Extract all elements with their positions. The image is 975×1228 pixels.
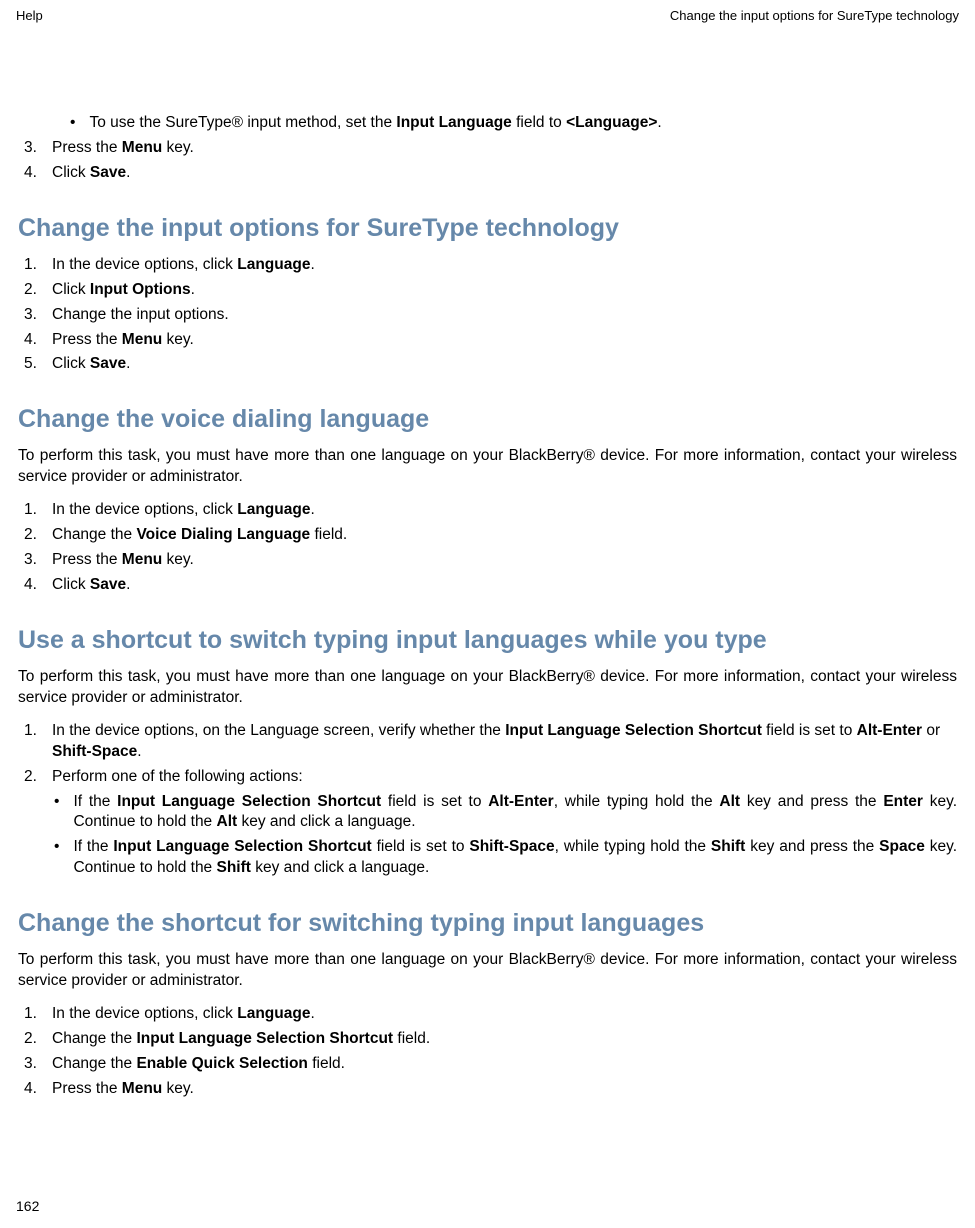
page-content: • To use the SureType® input method, set… xyxy=(0,23,975,1100)
section3-steps: 1. In the device options, on the Languag… xyxy=(18,721,957,879)
section2-step-1: 1. In the device options, click Language… xyxy=(24,500,957,521)
top-step-4: 4. Click Save. xyxy=(24,163,957,184)
section2-intro: To perform this task, you must have more… xyxy=(18,446,957,488)
section4-step-4: 4. Press the Menu key. xyxy=(24,1079,957,1100)
section1-step-4: 4. Press the Menu key. xyxy=(24,330,957,351)
header-right: Change the input options for SureType te… xyxy=(670,8,959,23)
section4-intro: To perform this task, you must have more… xyxy=(18,950,957,992)
top-bullet-text: To use the SureType® input method, set t… xyxy=(89,113,661,134)
section4-step-2: 2. Change the Input Language Selection S… xyxy=(24,1029,957,1050)
section1-step-3: 3. Change the input options. xyxy=(24,305,957,326)
bullet-icon: • xyxy=(54,792,59,834)
section2-steps: 1. In the device options, click Language… xyxy=(18,500,957,596)
section1-steps: 1. In the device options, click Language… xyxy=(18,255,957,376)
section3-intro: To perform this task, you must have more… xyxy=(18,667,957,709)
section4-heading: Change the shortcut for switching typing… xyxy=(18,909,957,938)
header-left: Help xyxy=(16,8,43,23)
section4-steps: 1. In the device options, click Language… xyxy=(18,1004,957,1100)
section3-sub-2: • If the Input Language Selection Shortc… xyxy=(54,837,957,879)
section1-step-1: 1. In the device options, click Language… xyxy=(24,255,957,276)
section3-step-2: 2. Perform one of the following actions: xyxy=(24,767,957,788)
section3-heading: Use a shortcut to switch typing input la… xyxy=(18,626,957,655)
top-bullet: • To use the SureType® input method, set… xyxy=(70,113,957,134)
bullet-icon: • xyxy=(54,837,59,879)
section2-step-3: 3. Press the Menu key. xyxy=(24,550,957,571)
page-number: 162 xyxy=(16,1198,39,1214)
section1-step-5: 5. Click Save. xyxy=(24,354,957,375)
section4-step-1: 1. In the device options, click Language… xyxy=(24,1004,957,1025)
top-step-3: 3. Press the Menu key. xyxy=(24,138,957,159)
section3-sub-1: • If the Input Language Selection Shortc… xyxy=(54,792,957,834)
section3-step-1: 1. In the device options, on the Languag… xyxy=(24,721,957,763)
section2-heading: Change the voice dialing language xyxy=(18,405,957,434)
section4-step-3: 3. Change the Enable Quick Selection fie… xyxy=(24,1054,957,1075)
section1-heading: Change the input options for SureType te… xyxy=(18,214,957,243)
bullet-icon: • xyxy=(70,113,75,134)
section2-step-2: 2. Change the Voice Dialing Language fie… xyxy=(24,525,957,546)
page-header: Help Change the input options for SureTy… xyxy=(0,0,975,23)
section2-step-4: 4. Click Save. xyxy=(24,575,957,596)
section1-step-2: 2. Click Input Options. xyxy=(24,280,957,301)
